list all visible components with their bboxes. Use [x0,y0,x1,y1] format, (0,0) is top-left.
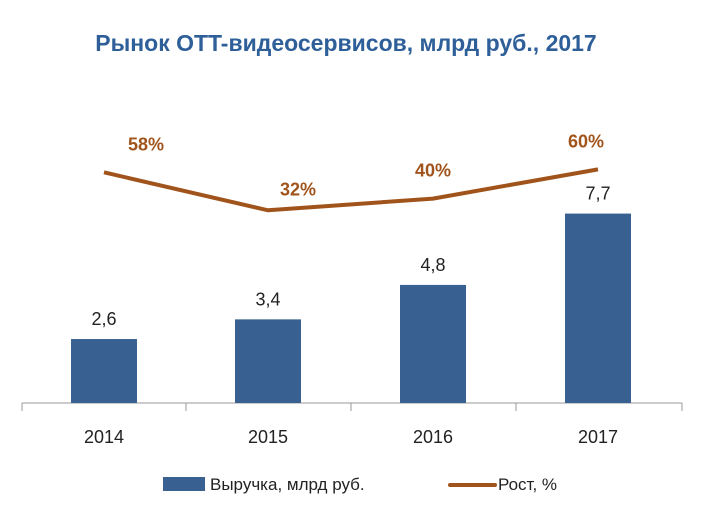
bar-value-label: 7,7 [585,184,610,204]
growth-label: 40% [415,161,451,181]
legend-bar-label: Выручка, млрд руб. [210,475,365,494]
legend-line-label: Рост, % [498,475,557,494]
bar-value-label: 2,6 [91,309,116,329]
bar-2017 [565,213,631,403]
legend-bar-swatch [163,477,205,491]
x-tick-label: 2017 [578,427,618,447]
x-tick-label: 2014 [84,427,124,447]
bar-value-label: 3,4 [255,289,280,309]
x-tick-label: 2015 [248,427,288,447]
chart-title: Рынок OTT-видеосервисов, млрд руб., 2017 [95,30,597,56]
growth-label: 32% [280,179,316,199]
growth-label: 58% [128,134,164,154]
growth-label: 60% [568,131,604,151]
bar-2015 [235,319,301,403]
x-tick-label: 2016 [413,427,453,447]
bar-2014 [71,339,137,403]
bar-value-label: 4,8 [420,255,445,275]
growth-line [103,167,599,213]
bar-2016 [400,284,466,403]
